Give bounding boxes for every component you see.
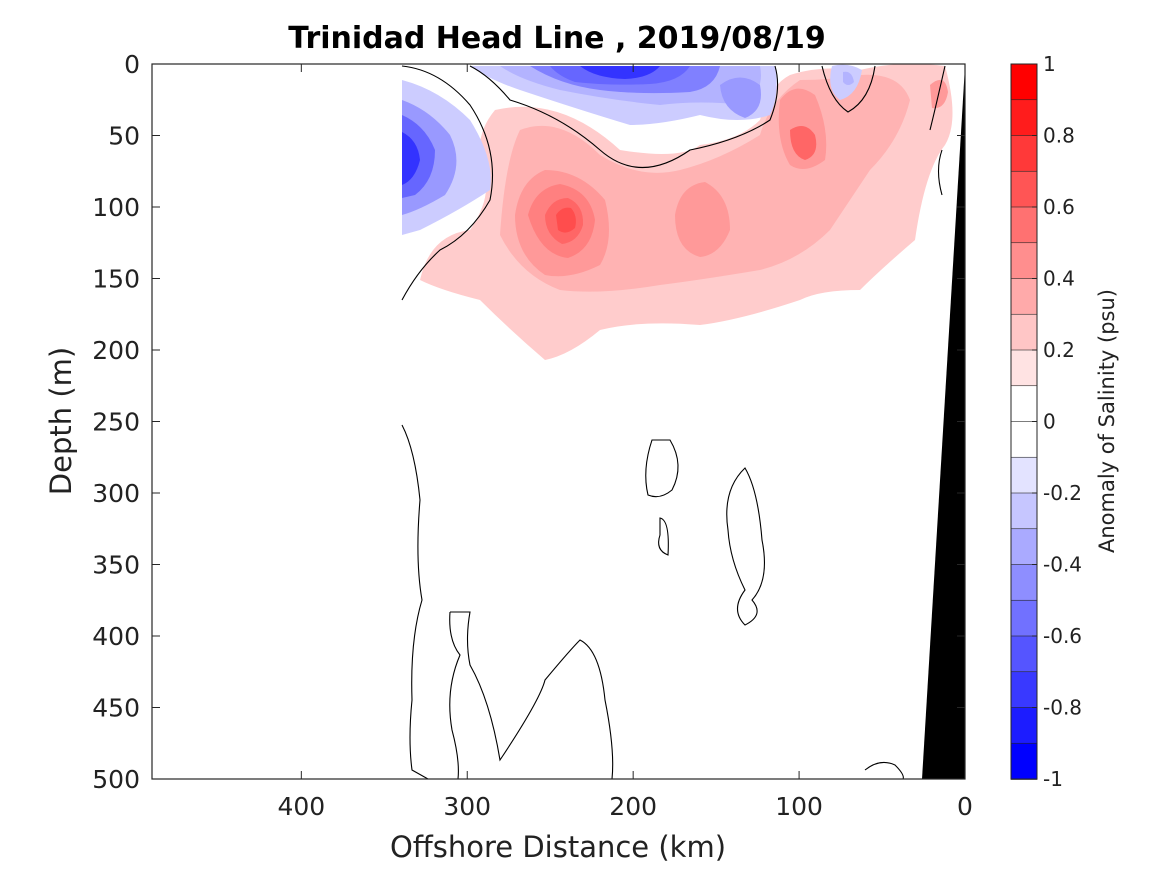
y-tick-label: 400 xyxy=(92,622,140,651)
y-tick-label: 350 xyxy=(92,551,140,580)
colorbar-swatch xyxy=(1010,385,1038,423)
zero-contour-deep-6 xyxy=(726,467,765,626)
x-axis-label: Offshore Distance (km) xyxy=(390,830,726,864)
negative-anomaly-nearshore xyxy=(720,77,761,118)
colorbar-swatch xyxy=(1010,349,1038,387)
colorbar-label: Anomaly of Salinity (psu) xyxy=(1095,289,1119,553)
negative-anomaly-0.8 xyxy=(580,66,660,79)
negative-anomaly-edge-0.7 xyxy=(402,132,420,185)
zero-contour-deep-4 xyxy=(645,439,679,498)
zero-contour-nearshore xyxy=(821,65,876,113)
zero-contour-deep-1 xyxy=(401,424,429,779)
zero-contour-surface xyxy=(469,65,779,168)
zero-contour-coast xyxy=(929,65,946,196)
colorbar-swatch xyxy=(1010,170,1038,208)
zero-contour-deep-5 xyxy=(658,517,669,556)
y-tick-label: 150 xyxy=(92,265,140,294)
zero-contour-offshore xyxy=(401,65,494,301)
colorbar-swatch xyxy=(1010,635,1038,673)
y-tick-label: 200 xyxy=(92,336,140,365)
colorbar-swatch xyxy=(1010,135,1038,173)
zero-contours xyxy=(401,65,946,779)
colorbar-swatch xyxy=(1010,313,1038,351)
y-tick-label: 450 xyxy=(92,694,140,723)
y-tick-label: 100 xyxy=(92,193,140,222)
colorbar-swatch xyxy=(1010,742,1038,780)
chart-title: Trinidad Head Line , 2019/08/19 xyxy=(288,21,825,56)
colorbar-swatch xyxy=(1010,456,1038,494)
colorbar-tick-label: -0.6 xyxy=(1043,624,1082,648)
colorbar-swatch xyxy=(1010,492,1038,530)
colorbar-tick-label: -0.8 xyxy=(1043,696,1082,720)
y-axis: 0 50 100 150 200 250 300 350 400 450 500 xyxy=(92,50,965,794)
y-tick-label: 50 xyxy=(108,122,140,151)
x-axis: 400 300 200 100 0 xyxy=(277,64,973,821)
colorbar-tick-label: 0.4 xyxy=(1043,267,1075,291)
positive-anomaly-0.6 xyxy=(556,207,576,233)
plot-area xyxy=(151,63,966,780)
colorbar-swatch xyxy=(1010,671,1038,709)
colorbar-swatch xyxy=(1010,278,1038,316)
y-tick-label: 250 xyxy=(92,408,140,437)
seafloor-bathymetry xyxy=(922,66,965,779)
colorbar: 1 0.8 0.6 0.4 0.2 0 -0.2 -0.4 -0.6 -0.8 -1 xyxy=(1010,52,1082,791)
anomaly-field xyxy=(402,64,953,360)
colorbar-swatch xyxy=(1010,63,1038,101)
colorbar-tick-label: 0.6 xyxy=(1043,195,1075,219)
colorbar-tick-label: -0.2 xyxy=(1043,481,1082,505)
colorbar-tick-label: 0.2 xyxy=(1043,338,1075,362)
colorbar-swatch xyxy=(1010,242,1038,280)
zero-contour-deep-3 xyxy=(449,611,461,779)
x-tick-label: 100 xyxy=(775,792,823,821)
colorbar-tick-label: -1 xyxy=(1043,767,1063,791)
y-tick-label: 300 xyxy=(92,479,140,508)
colorbar-swatch xyxy=(1010,99,1038,137)
positive-anomaly-nearshore-0.5 xyxy=(790,126,817,160)
positive-anomaly-nearshore-0.3 xyxy=(675,182,730,257)
x-tick-label: 200 xyxy=(609,792,657,821)
x-tick-label: 400 xyxy=(277,792,325,821)
colorbar-tick-label: 1 xyxy=(1043,52,1056,76)
colorbar-swatch xyxy=(1010,528,1038,566)
colorbar-swatch xyxy=(1010,206,1038,244)
y-axis-label: Depth (m) xyxy=(44,347,78,495)
y-tick-label: 500 xyxy=(92,765,140,794)
y-tick-label: 0 xyxy=(124,50,140,79)
colorbar-swatch xyxy=(1010,707,1038,745)
colorbar-tick-label: 0.8 xyxy=(1043,124,1075,148)
colorbar-swatch xyxy=(1010,599,1038,637)
negative-anomaly-coast-0.2 xyxy=(843,71,854,85)
zero-contour-deep-7 xyxy=(864,761,904,779)
x-tick-label: 0 xyxy=(957,792,973,821)
zero-contour-deep-2 xyxy=(450,611,614,779)
x-tick-label: 300 xyxy=(443,792,491,821)
colorbar-swatch xyxy=(1010,564,1038,602)
colorbar-tick-label: -0.4 xyxy=(1043,553,1082,577)
colorbar-tick-label: 0 xyxy=(1043,410,1056,434)
colorbar-swatch xyxy=(1010,421,1038,459)
